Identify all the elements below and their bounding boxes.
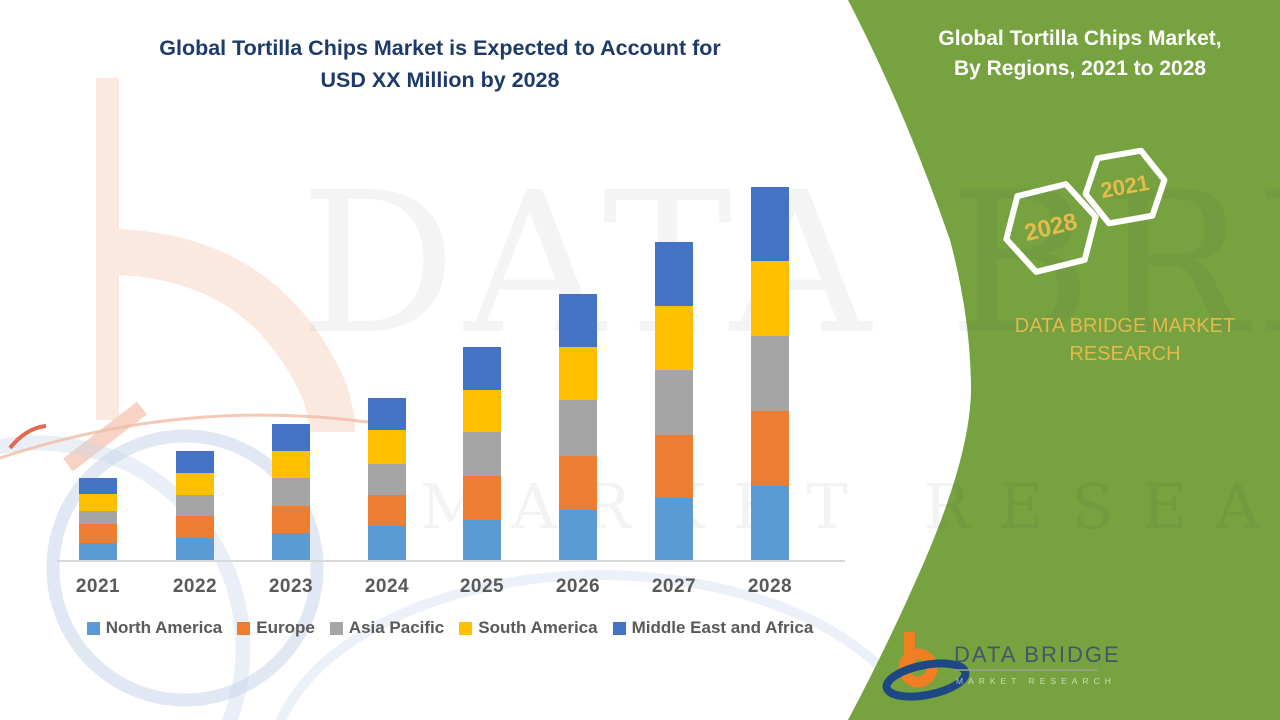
segment-north-america-2024 [368,526,406,560]
segment-middle-east-and-africa-2026 [559,294,597,347]
bar-2022 [176,451,214,560]
x-axis-label-2023: 2023 [268,576,314,597]
segment-europe-2028 [751,411,789,486]
segment-asia-pacific-2025 [463,432,501,476]
chart-title: Global Tortilla Chips Market is Expected… [70,32,810,96]
segment-asia-pacific-2023 [272,478,310,506]
legend-item-south-america: South America [459,618,598,638]
segment-europe-2026 [559,456,597,510]
segment-middle-east-and-africa-2023 [272,424,310,451]
panel-title: Global Tortilla Chips Market, By Regions… [905,24,1255,84]
segment-south-america-2027 [655,306,693,370]
x-axis-label-2025: 2025 [459,576,505,597]
segment-south-america-2021 [79,494,117,511]
legend-label: Asia Pacific [348,618,445,637]
segment-middle-east-and-africa-2027 [655,242,693,306]
segment-middle-east-and-africa-2028 [751,187,789,261]
segment-south-america-2023 [272,451,310,478]
segment-north-america-2023 [272,533,310,560]
segment-europe-2025 [463,476,501,520]
segment-north-america-2022 [176,538,214,560]
bar-2023 [272,424,310,560]
logo-name-text: DATA BRIDGE [954,642,1121,667]
legend-item-north-america: North America [86,618,223,638]
segment-europe-2021 [79,524,117,543]
segment-middle-east-and-africa-2022 [176,451,214,473]
hexagon-2028-outline [1003,181,1099,275]
bar-2026 [559,294,597,560]
legend-item-europe: Europe [237,618,315,638]
segment-south-america-2026 [559,347,597,400]
legend-label: Europe [256,618,315,637]
hexagon-2021: 2021 [1075,143,1175,231]
x-axis-line [57,560,845,562]
logo-sub-text: MARKET RESEARCH [956,676,1116,686]
segment-asia-pacific-2026 [559,400,597,456]
chart-title-line1: Global Tortilla Chips Market is Expected… [159,36,721,60]
segment-north-america-2026 [559,510,597,560]
chart-title-line2: USD XX Million by 2028 [320,68,560,92]
segment-south-america-2024 [368,430,406,464]
segment-asia-pacific-2022 [176,495,214,516]
segment-south-america-2022 [176,473,214,495]
segment-europe-2023 [272,506,310,533]
legend-label: Middle East and Africa [631,618,814,637]
bar-2025 [463,347,501,560]
legend-item-middle-east-and-africa: Middle East and Africa [612,618,814,638]
x-axis-label-2026: 2026 [555,576,601,597]
panel-brand-line1: DATA BRIDGE MARKET [1014,315,1236,337]
x-axis-label-2024: 2024 [364,576,410,597]
panel-title-line2: By Regions, 2021 to 2028 [953,57,1207,80]
bar-2021 [79,478,117,560]
segment-middle-east-and-africa-2021 [79,478,117,494]
segment-north-america-2028 [751,486,789,560]
segment-europe-2027 [655,435,693,498]
x-axis-label-2028: 2028 [747,576,793,597]
x-axis-label-2022: 2022 [172,576,218,597]
hexagon-2021-outline [1082,147,1168,227]
segment-south-america-2028 [751,261,789,336]
bar-2024 [368,398,406,560]
segment-north-america-2025 [463,520,501,560]
segment-europe-2024 [368,495,406,526]
segment-asia-pacific-2027 [655,370,693,435]
bar-2027 [655,242,693,560]
segment-asia-pacific-2021 [79,511,117,524]
legend-swatch [329,621,343,635]
panel-title-line1: Global Tortilla Chips Market, [938,27,1222,50]
segment-middle-east-and-africa-2025 [463,347,501,390]
legend-label: North America [105,618,223,637]
panel-brand-text: DATA BRIDGE MARKET RESEARCH [960,312,1280,368]
segment-europe-2022 [176,516,214,538]
legend-swatch [237,621,251,635]
segment-asia-pacific-2028 [751,336,789,411]
segment-north-america-2027 [655,498,693,560]
legend-swatch [459,621,473,635]
segment-middle-east-and-africa-2024 [368,398,406,430]
legend-swatch [612,621,626,635]
segment-north-america-2021 [79,543,117,560]
logo-b-mark [882,632,970,701]
legend-label: South America [478,618,598,637]
x-axis-label-2027: 2027 [651,576,697,597]
data-bridge-logo: DATA BRIDGE MARKET RESEARCH [882,632,1121,701]
legend-item-asia-pacific: Asia Pacific [329,618,445,638]
legend-swatch [86,621,100,635]
x-axis-label-2021: 2021 [75,576,121,597]
hexagon-2028: 2028 [991,173,1111,283]
bar-2028 [751,187,789,560]
segment-asia-pacific-2024 [368,464,406,495]
chart-legend: North America Europe Asia Pacific South Ame… [0,618,900,638]
segment-south-america-2025 [463,390,501,432]
panel-brand-line2: RESEARCH [1069,343,1181,365]
